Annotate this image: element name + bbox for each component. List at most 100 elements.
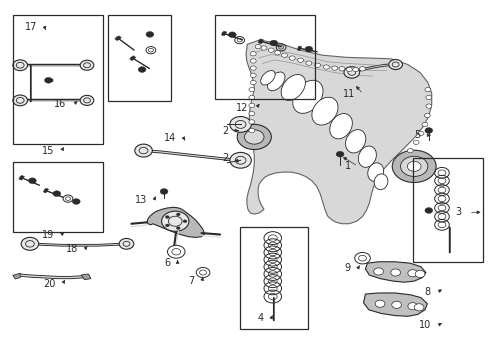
Circle shape <box>359 67 365 71</box>
Circle shape <box>232 155 246 165</box>
Ellipse shape <box>292 80 323 113</box>
Circle shape <box>160 189 167 194</box>
Text: 2: 2 <box>222 153 228 163</box>
Circle shape <box>146 32 154 37</box>
Circle shape <box>414 270 424 278</box>
Circle shape <box>248 112 254 116</box>
Circle shape <box>229 117 251 132</box>
Circle shape <box>229 152 251 168</box>
Circle shape <box>424 87 430 92</box>
Text: 10: 10 <box>418 320 430 330</box>
Circle shape <box>343 67 359 78</box>
Circle shape <box>407 161 420 171</box>
Circle shape <box>390 269 400 276</box>
Circle shape <box>176 227 180 229</box>
Circle shape <box>176 213 180 216</box>
Text: 19: 19 <box>42 230 54 239</box>
Circle shape <box>314 63 320 67</box>
Text: 4: 4 <box>257 313 264 323</box>
Circle shape <box>388 59 402 69</box>
Circle shape <box>161 211 188 231</box>
Ellipse shape <box>281 75 305 100</box>
Polygon shape <box>245 40 431 224</box>
Text: 6: 6 <box>164 258 170 268</box>
Circle shape <box>352 67 358 72</box>
Circle shape <box>338 67 344 71</box>
Ellipse shape <box>267 72 285 91</box>
Polygon shape <box>258 39 263 44</box>
Circle shape <box>250 66 256 70</box>
Circle shape <box>72 199 80 204</box>
Circle shape <box>248 129 254 133</box>
Circle shape <box>407 303 417 310</box>
Polygon shape <box>115 36 121 41</box>
Circle shape <box>425 104 431 108</box>
Circle shape <box>400 156 427 176</box>
Circle shape <box>165 224 169 227</box>
Ellipse shape <box>260 71 275 85</box>
Circle shape <box>28 178 36 184</box>
Circle shape <box>407 270 417 277</box>
Circle shape <box>274 50 280 55</box>
Circle shape <box>80 60 94 70</box>
Bar <box>412 158 483 262</box>
Circle shape <box>255 44 261 49</box>
Polygon shape <box>297 46 301 51</box>
Text: 11: 11 <box>343 89 355 99</box>
Circle shape <box>331 66 337 70</box>
Ellipse shape <box>311 97 337 125</box>
Circle shape <box>391 301 401 309</box>
Circle shape <box>250 59 256 63</box>
Circle shape <box>248 103 254 108</box>
Circle shape <box>391 150 435 183</box>
Polygon shape <box>147 207 204 237</box>
Circle shape <box>135 144 152 157</box>
Circle shape <box>268 48 274 52</box>
Text: 17: 17 <box>25 22 37 32</box>
Circle shape <box>237 125 271 149</box>
Circle shape <box>183 220 186 223</box>
Text: 18: 18 <box>65 244 78 254</box>
Circle shape <box>138 67 146 72</box>
Circle shape <box>297 58 303 62</box>
Polygon shape <box>81 274 91 280</box>
Circle shape <box>335 151 343 157</box>
Circle shape <box>248 95 254 100</box>
Polygon shape <box>13 273 20 279</box>
Circle shape <box>53 191 61 197</box>
Ellipse shape <box>358 146 376 167</box>
Circle shape <box>248 120 254 124</box>
Text: 13: 13 <box>135 195 147 205</box>
Circle shape <box>424 113 429 118</box>
Circle shape <box>13 60 27 71</box>
Polygon shape <box>43 188 49 193</box>
Text: 3: 3 <box>454 207 461 217</box>
Circle shape <box>407 148 412 153</box>
Circle shape <box>421 122 427 127</box>
Text: 8: 8 <box>424 287 430 297</box>
Ellipse shape <box>329 113 352 139</box>
Text: 2: 2 <box>222 126 228 135</box>
Circle shape <box>13 95 27 106</box>
Polygon shape <box>365 262 425 282</box>
Text: 20: 20 <box>43 279 55 289</box>
Text: 1: 1 <box>344 161 350 171</box>
Bar <box>108 15 171 101</box>
Circle shape <box>261 46 266 50</box>
Circle shape <box>305 61 311 65</box>
Circle shape <box>244 130 264 144</box>
Text: 12: 12 <box>236 103 248 113</box>
Bar <box>13 162 103 232</box>
Bar <box>13 15 103 144</box>
Circle shape <box>346 67 351 72</box>
Text: 16: 16 <box>54 99 66 109</box>
Text: 15: 15 <box>42 145 54 156</box>
Bar <box>215 15 315 99</box>
Circle shape <box>424 128 432 134</box>
Polygon shape <box>19 175 24 180</box>
Polygon shape <box>363 293 427 316</box>
Circle shape <box>21 237 39 250</box>
Circle shape <box>412 140 418 144</box>
Circle shape <box>289 56 295 60</box>
Circle shape <box>374 300 384 307</box>
